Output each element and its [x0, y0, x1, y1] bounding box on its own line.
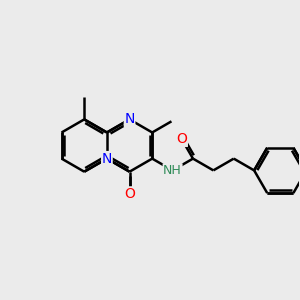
Text: O: O	[176, 132, 187, 146]
Text: N: N	[102, 152, 112, 166]
Text: N: N	[124, 112, 135, 126]
Text: O: O	[124, 187, 135, 201]
Text: NH: NH	[163, 164, 182, 177]
